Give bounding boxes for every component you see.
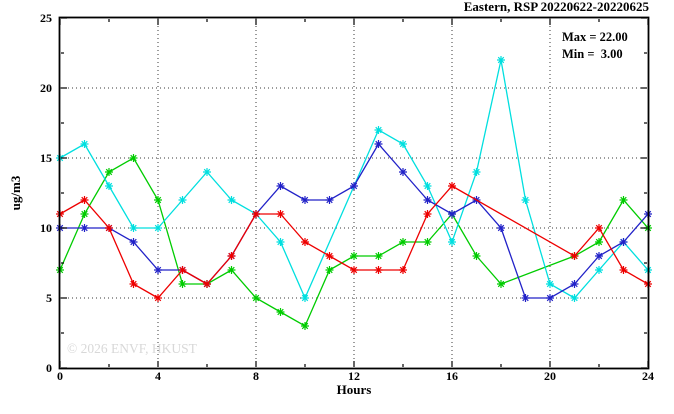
x-tick-label: 8 — [253, 369, 259, 383]
chart-title: Eastern, RSP 20220622-20220625 — [464, 0, 650, 14]
plot-area: 0 4 8 12 16 20 24 0 5 10 15 20 25 — [40, 11, 654, 383]
y-tick-label: 15 — [40, 151, 52, 165]
y-tick-label: 25 — [40, 11, 52, 25]
x-tick-label: 4 — [155, 369, 161, 383]
series-blue-markers — [56, 140, 652, 302]
watermark: © 2026 ENVF, HKUST — [67, 341, 198, 356]
x-tick-label: 24 — [642, 369, 654, 383]
axis-ticks — [59, 17, 649, 369]
legend-min-value: Min = 3.00 — [562, 47, 623, 61]
y-tick-label: 10 — [40, 221, 52, 235]
x-tick-label: 16 — [446, 369, 458, 383]
x-axis-label: Hours — [337, 382, 372, 397]
series-blue — [56, 140, 652, 302]
legend-max-value: Max = 22.00 — [562, 30, 628, 44]
x-tick-label: 20 — [544, 369, 556, 383]
y-axis-label: ug/m3 — [8, 175, 23, 210]
plot-border — [58, 16, 650, 370]
y-tick-label: 5 — [46, 291, 52, 305]
x-tick-label: 0 — [57, 369, 63, 383]
y-tick-label: 0 — [46, 361, 52, 375]
x-tick-label: 12 — [348, 369, 360, 383]
tick-labels: 0 4 8 12 16 20 24 0 5 10 15 20 25 — [40, 11, 654, 383]
y-tick-label: 20 — [40, 81, 52, 95]
gridlines — [60, 18, 648, 367]
